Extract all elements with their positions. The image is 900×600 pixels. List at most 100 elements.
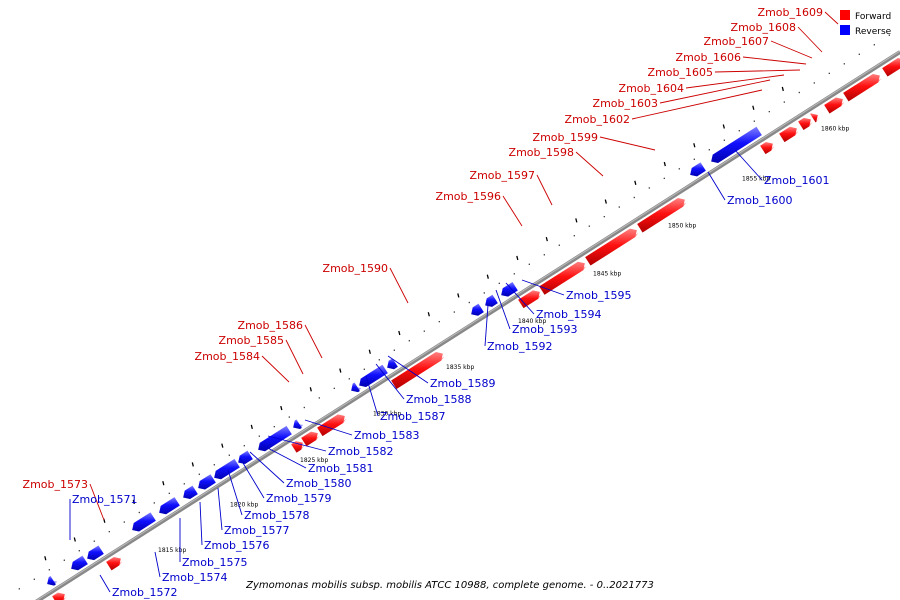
gene-forward[interactable]	[637, 198, 685, 233]
gene-forward[interactable]	[810, 113, 818, 123]
gene-label[interactable]: Zmob_1592	[487, 340, 552, 353]
legend-reverse-swatch	[840, 25, 850, 35]
gene-label[interactable]: Zmob_1588	[406, 393, 471, 406]
gene-label[interactable]: Zmob_1608	[731, 21, 796, 34]
gene-label[interactable]: Zmob_1599	[533, 131, 598, 144]
gene-forward[interactable]	[52, 592, 65, 600]
gene-forward[interactable]	[391, 352, 443, 389]
gene-label[interactable]: Zmob_1604	[619, 82, 684, 95]
gene-forward[interactable]	[824, 97, 843, 114]
gene-forward[interactable]	[779, 126, 797, 143]
gene-label[interactable]: Zmob_1593	[512, 323, 577, 336]
gene-label[interactable]: Zmob_1606	[676, 51, 741, 64]
gene-reverse[interactable]	[690, 162, 706, 177]
gene-reverse[interactable]	[471, 303, 484, 316]
gene-label[interactable]: Zmob_1586	[238, 319, 303, 332]
gene-label[interactable]: Zmob_1587	[380, 410, 445, 423]
gene-forward[interactable]	[843, 73, 880, 102]
gene-reverse[interactable]	[132, 512, 156, 532]
gene-forward[interactable]	[585, 228, 637, 266]
label-leader	[89, 483, 105, 521]
gene-label[interactable]: Zmob_1590	[323, 262, 388, 275]
gene-label[interactable]: Zmob_1572	[112, 586, 177, 599]
guide-dot	[288, 416, 290, 418]
tick-dash	[73, 537, 76, 542]
gene-reverse[interactable]	[359, 364, 388, 388]
gene-reverse[interactable]	[258, 425, 292, 452]
gene-label[interactable]: Zmob_1594	[536, 308, 601, 321]
tick-dash	[132, 499, 135, 505]
guide-dot	[303, 406, 305, 409]
gene-forward[interactable]	[760, 142, 773, 155]
genome-backbone	[35, 50, 900, 600]
gene-reverse[interactable]	[71, 555, 88, 571]
label-leader	[536, 174, 553, 206]
gene-forward[interactable]	[518, 290, 540, 309]
gene-reverse[interactable]	[183, 485, 198, 500]
gene-label[interactable]: Zmob_1578	[244, 509, 309, 522]
tick-dash	[368, 349, 371, 354]
gene-label[interactable]: Zmob_1583	[354, 429, 419, 442]
gene-forward[interactable]	[106, 556, 121, 571]
guide-dot	[408, 340, 410, 342]
gene-reverse[interactable]	[87, 545, 104, 561]
gene-label[interactable]: Zmob_1585	[219, 334, 284, 347]
gene-label[interactable]: Zmob_1574	[162, 571, 227, 584]
gene-reverse[interactable]	[214, 458, 240, 480]
gene-reverse[interactable]	[501, 282, 518, 297]
gene-label[interactable]: Zmob_1600	[727, 194, 792, 207]
gene-label[interactable]: Zmob_1577	[224, 524, 289, 537]
gene-reverse[interactable]	[387, 358, 398, 370]
tick-label: 1850 kbp	[668, 223, 696, 230]
gene-forward[interactable]	[798, 117, 811, 130]
guide-dot	[363, 368, 365, 370]
gene-forward-top	[815, 117, 820, 123]
gene-label[interactable]: Zmob_1576	[204, 539, 269, 552]
gene-label[interactable]: Zmob_1571	[72, 493, 137, 506]
gene-label[interactable]: Zmob_1601	[764, 174, 829, 187]
gene-forward[interactable]	[882, 58, 900, 77]
tick-label: 1845 kbp	[593, 270, 621, 277]
gene-label[interactable]: Zmob_1584	[195, 350, 260, 363]
label-leader	[375, 363, 405, 400]
gene-reverse[interactable]	[351, 382, 360, 393]
gene-forward[interactable]	[317, 414, 345, 437]
guide-dot	[873, 44, 875, 46]
guide-dot	[138, 511, 140, 514]
gene-reverse[interactable]	[485, 294, 498, 307]
gene-label[interactable]: Zmob_1609	[758, 6, 823, 19]
gene-label[interactable]: Zmob_1595	[566, 289, 631, 302]
gene-label[interactable]: Zmob_1605	[648, 66, 713, 79]
label-leader	[770, 40, 813, 59]
guide-dot	[273, 425, 275, 428]
gene-reverse[interactable]	[159, 497, 180, 515]
gene-label[interactable]: Zmob_1602	[565, 113, 630, 126]
tick-dash	[545, 236, 548, 242]
label-leader	[227, 469, 243, 516]
gene-label[interactable]: Zmob_1580	[286, 477, 351, 490]
gene-label[interactable]: Zmob_1603	[593, 97, 658, 110]
label-leader	[685, 74, 785, 89]
gene-label[interactable]: Zmob_1573	[23, 478, 88, 491]
gene-label[interactable]: Zmob_1581	[308, 462, 373, 475]
gene-reverse[interactable]	[47, 576, 56, 586]
gene-forward[interactable]	[301, 431, 318, 447]
guide-dot	[423, 330, 425, 332]
guide-dot	[123, 521, 125, 523]
gene-reverse[interactable]	[293, 419, 302, 430]
gene-label[interactable]: Zmob_1582	[328, 445, 393, 458]
gene-label[interactable]: Zmob_1589	[430, 377, 495, 390]
gene-label[interactable]: Zmob_1598	[509, 146, 574, 159]
gene-label[interactable]: Zmob_1596	[436, 190, 501, 203]
gene-label[interactable]: Zmob_1579	[266, 492, 331, 505]
gene-forward[interactable]	[539, 261, 585, 295]
guide-dot	[213, 464, 215, 466]
guide-dot	[663, 177, 665, 180]
tick-dash	[309, 387, 312, 392]
gene-label[interactable]: Zmob_1575	[182, 556, 247, 569]
gene-label[interactable]: Zmob_1607	[704, 35, 769, 48]
gene-label[interactable]: Zmob_1597	[470, 169, 535, 182]
gene-reverse[interactable]	[198, 474, 216, 490]
tick-label: 1820 kbp	[230, 501, 258, 508]
gene-reverse[interactable]	[711, 126, 762, 164]
